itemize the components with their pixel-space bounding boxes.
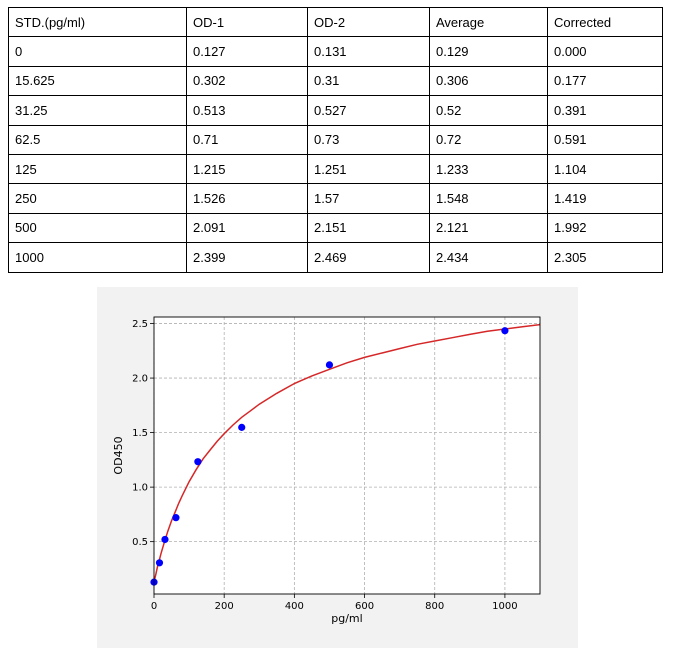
table-row: 62.5 0.71 0.73 0.72 0.591 [8, 124, 663, 155]
table-cell: 0.391 [547, 95, 663, 126]
table-cell: 0.72 [429, 124, 548, 155]
table-cell: 62.5 [8, 124, 187, 155]
x-tick-label: 400 [285, 601, 304, 612]
y-tick-label: 1.0 [132, 483, 148, 494]
plot-frame [153, 316, 541, 595]
x-axis-label: pg/ml [331, 612, 362, 625]
table-header-cell: Corrected [547, 6, 663, 38]
y-tick-label: 2.5 [132, 319, 148, 330]
table-cell: 0.31 [307, 65, 430, 97]
table-cell: 1.251 [307, 153, 430, 185]
x-tick-label: 200 [215, 601, 234, 612]
table-cell: 1.233 [429, 153, 548, 185]
table-cell: 1.215 [186, 153, 308, 185]
table-cell: 2.434 [429, 242, 548, 273]
x-tick-label: 600 [355, 601, 374, 612]
table-row: 250 1.526 1.57 1.548 1.419 [8, 183, 663, 214]
table-cell: 0.131 [307, 36, 430, 67]
table-cell: 0.127 [186, 36, 308, 67]
table-row: 15.625 0.302 0.31 0.306 0.177 [8, 65, 663, 97]
table-cell: 0.527 [307, 95, 430, 126]
table-header-cell: OD-1 [186, 6, 308, 38]
fit-curve-line [154, 323, 540, 583]
table-cell: 2.399 [186, 242, 308, 273]
data-point [155, 559, 164, 567]
table-cell: 0.302 [186, 65, 308, 97]
table-cell: 2.469 [307, 242, 430, 273]
table-cell: 2.121 [429, 212, 548, 244]
table-header-row: STD.(pg/ml) OD-1 OD-2 Average Corrected [8, 6, 663, 38]
table-cell: 1000 [8, 242, 187, 273]
table-cell: 1.526 [186, 183, 308, 214]
table-cell: 0 [8, 36, 187, 67]
y-tick-label: 2.0 [132, 374, 148, 385]
x-tick-label: 0 [151, 601, 157, 612]
table-cell: 0.129 [429, 36, 548, 67]
table-cell: 2.305 [547, 242, 663, 273]
table-cell: 0.71 [186, 124, 308, 155]
data-point [172, 514, 180, 522]
y-tick-label: 0.5 [132, 537, 148, 548]
table-cell: 1.104 [547, 153, 663, 185]
table-cell: 2.091 [186, 212, 308, 244]
y-tick-label: 1.5 [132, 428, 148, 439]
table-cell: 500 [8, 212, 187, 244]
data-point [325, 361, 334, 369]
table-cell: 1.992 [547, 212, 663, 244]
table-cell: 0.52 [429, 95, 548, 126]
data-point [501, 327, 509, 335]
table-cell: 125 [8, 153, 187, 185]
table-cell: 0.000 [547, 36, 663, 67]
table-row: 1000 2.399 2.469 2.434 2.305 [8, 242, 663, 273]
table-cell: 31.25 [8, 95, 187, 126]
chart-panel: 0 200 400 600 800 1000 0.5 1.0 1.5 2.0 2.5 pg/ml OD4… [97, 287, 578, 648]
table-cell: 1.548 [429, 183, 548, 214]
data-point [238, 423, 246, 431]
table-row: 125 1.215 1.251 1.233 1.104 [8, 153, 663, 185]
table-cell: 15.625 [8, 65, 187, 97]
table-cell: 0.306 [429, 65, 548, 97]
table-cell: 250 [8, 183, 187, 214]
table-header-cell: STD.(pg/ml) [8, 6, 187, 38]
data-point [161, 535, 169, 544]
standard-curve-chart: 0 200 400 600 800 1000 0.5 1.0 1.5 2.0 2.5 pg/ml OD4… [112, 316, 541, 625]
table-cell: 2.151 [307, 212, 430, 244]
data-point [194, 458, 202, 466]
table-row: 0 0.127 0.131 0.129 0.000 [8, 36, 663, 67]
y-axis-label: OD450 [112, 436, 125, 474]
standard-table: STD.(pg/ml) OD-1 OD-2 Average Corrected 0 0.12… [8, 6, 663, 273]
plot-area [154, 317, 540, 594]
table-header-cell: OD-2 [307, 6, 430, 38]
table-cell: 1.57 [307, 183, 430, 214]
x-tick-label: 800 [425, 601, 444, 612]
table-cell: 0.513 [186, 95, 308, 126]
x-tick-label: 1000 [492, 601, 517, 612]
table-cell: 0.591 [547, 124, 663, 155]
table-row: 31.25 0.513 0.527 0.52 0.391 [8, 95, 663, 126]
table-row: 500 2.091 2.151 2.121 1.992 [8, 212, 663, 244]
table-cell: 0.177 [547, 65, 663, 97]
table-cell: 1.419 [547, 183, 663, 214]
table-header-cell: Average [429, 6, 548, 38]
table-cell: 0.73 [307, 124, 430, 155]
